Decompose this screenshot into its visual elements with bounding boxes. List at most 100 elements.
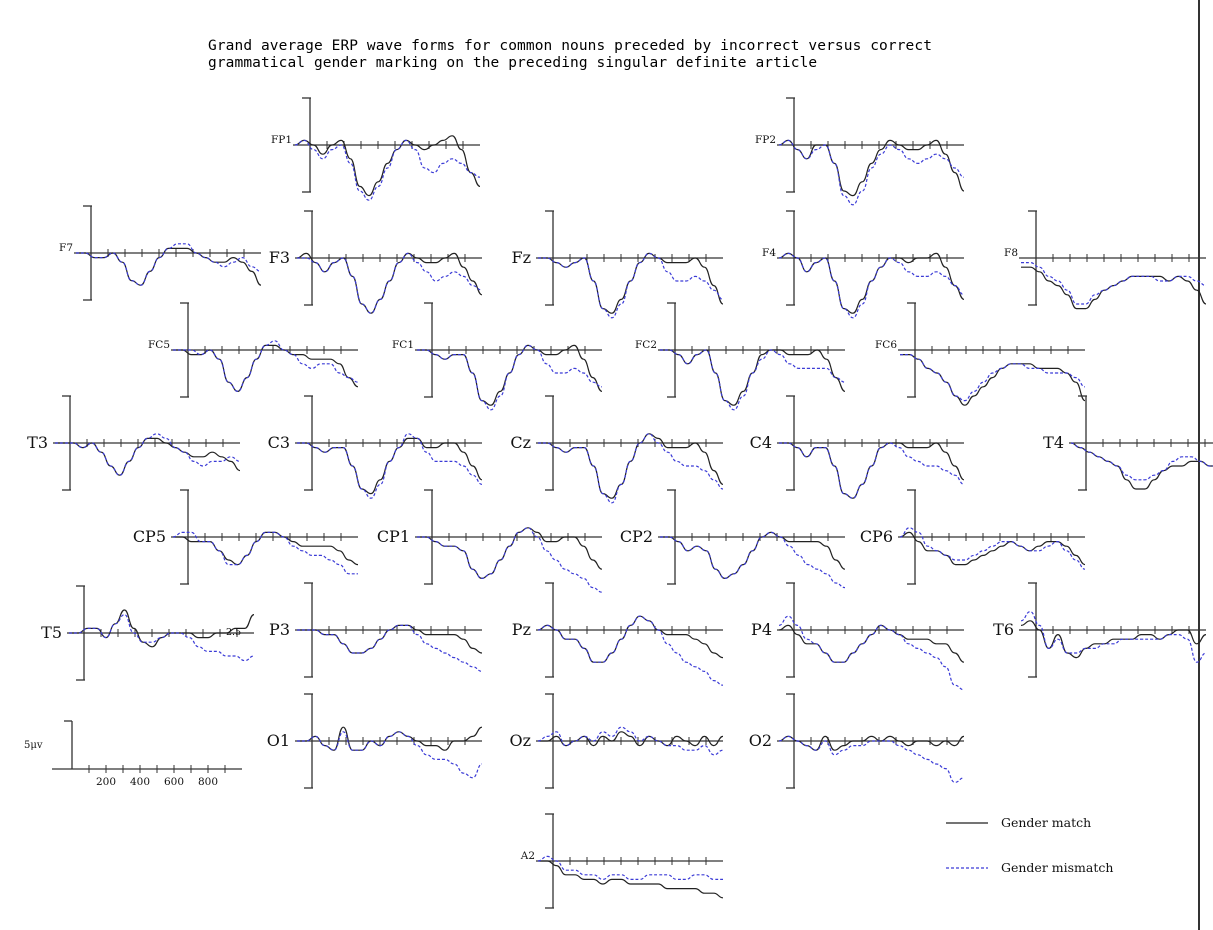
electrode-panel-o1: O1 <box>267 693 483 789</box>
wave-gender-mismatch-t4 <box>1070 442 1213 481</box>
electrode-label-fc1: FC1 <box>392 339 414 351</box>
electrode-label-fp2: FP2 <box>755 134 776 146</box>
scale-bar-tick-label: 200 <box>96 776 116 788</box>
wave-gender-mismatch-f3 <box>296 252 483 314</box>
figure-right-border <box>1198 0 1200 930</box>
wave-gender-mismatch-fz <box>537 252 724 319</box>
electrode-label-fc5: FC5 <box>148 339 170 351</box>
electrode-label-pz: Pz <box>512 620 531 639</box>
electrode-label-t5: T5 <box>41 623 62 642</box>
wave-gender-mismatch-oz <box>537 726 724 756</box>
legend-label-gender-mismatch: Gender mismatch <box>1001 860 1113 875</box>
scale-bar-amplitude-label: 5μv <box>24 740 43 751</box>
wave-gender-mismatch-fc6 <box>900 354 1086 402</box>
wave-gender-match-f7 <box>76 247 262 286</box>
electrode-panel-pz: Pz <box>512 582 724 686</box>
electrode-label-p4: P4 <box>751 620 772 639</box>
electrode-panel-c4: C4 <box>750 395 965 499</box>
wave-gender-mismatch-t6 <box>1020 610 1207 663</box>
wave-gender-match-t4 <box>1070 442 1213 490</box>
electrode-label-fc2: FC2 <box>635 339 657 351</box>
wave-gender-match-t3 <box>55 437 241 476</box>
electrode-panel-f8: F8 <box>1004 210 1207 310</box>
wave-gender-mismatch-t5 <box>69 613 255 662</box>
electrode-panel-f3: F3 <box>269 210 483 314</box>
legend: Gender match Gender mismatch <box>946 815 1113 875</box>
wave-gender-mismatch-o1 <box>297 731 483 779</box>
electrode-label-cp5: CP5 <box>133 527 166 546</box>
wave-gender-match-o1 <box>297 726 483 751</box>
wave-gender-mismatch-pz <box>537 615 724 686</box>
electrode-label-f7: F7 <box>59 242 73 254</box>
wave-gender-mismatch-f4 <box>778 252 965 319</box>
electrode-label-cp2: CP2 <box>620 527 653 546</box>
electrode-panel-oz: Oz <box>509 693 724 789</box>
electrode-panel-t5: T5 <box>41 585 255 681</box>
electrode-panel-cp6: CP6 <box>860 489 1086 585</box>
electrode-panel-p4: P4 <box>751 582 965 691</box>
electrode-panel-fz: Fz <box>511 210 724 319</box>
wave-gender-match-o2 <box>778 735 965 751</box>
wave-gender-match-c3 <box>297 437 483 495</box>
wave-gender-match-cp2 <box>660 531 846 580</box>
wave-gender-match-fc2 <box>660 349 846 406</box>
electrode-panel-fc6: FC6 <box>875 302 1086 406</box>
chart-title-line-2: grammatical gender marking on the preced… <box>208 55 818 71</box>
electrode-panel-p3: P3 <box>269 582 483 678</box>
electrode-label-f8: F8 <box>1004 247 1018 259</box>
wave-gender-mismatch-fc1 <box>417 344 603 411</box>
electrode-panel-cp5: CP5 <box>133 489 359 585</box>
wave-gender-mismatch-cp6 <box>899 527 1086 570</box>
annotation-label: 2.5 <box>226 627 241 638</box>
electrode-panel-c3: C3 <box>268 395 483 499</box>
wave-gender-match-fc1 <box>417 344 603 406</box>
electrode-label-cp1: CP1 <box>377 527 410 546</box>
electrode-panel-f4: F4 <box>762 210 965 319</box>
wave-gender-match-f4 <box>778 252 965 314</box>
wave-gender-mismatch-c4 <box>779 442 965 499</box>
electrode-label-c3: C3 <box>268 433 290 452</box>
electrode-panel-f7: F7 <box>59 205 262 301</box>
wave-gender-mismatch-cp5 <box>172 531 358 575</box>
electrode-panel-fc1: FC1 <box>392 302 603 411</box>
wave-gender-mismatch-cz <box>538 433 724 504</box>
scale-bar-tick-label: 600 <box>164 776 184 788</box>
wave-gender-match-p4 <box>778 624 965 663</box>
electrode-label-t6: T6 <box>993 620 1014 639</box>
electrode-panel-fp1: FP1 <box>271 97 481 201</box>
wave-gender-match-t6 <box>1020 620 1207 659</box>
electrode-label-f3: F3 <box>269 248 290 267</box>
wave-gender-match-f8 <box>1021 266 1207 310</box>
electrode-panel-t3: T3 <box>27 395 241 491</box>
electrode-label-fc6: FC6 <box>875 339 897 351</box>
electrode-panel-fc5: FC5 <box>148 302 359 398</box>
electrode-label-a2: A2 <box>520 850 535 862</box>
legend-label-gender-match: Gender match <box>1001 815 1091 830</box>
electrode-panel-t4: T4 <box>1043 395 1213 491</box>
scale-bar-tick-label: 400 <box>130 776 150 788</box>
electrode-label-o1: O1 <box>267 731 290 750</box>
wave-gender-match-f3 <box>296 252 483 314</box>
electrode-label-c4: C4 <box>750 433 772 452</box>
wave-gender-mismatch-fp2 <box>778 139 965 206</box>
wave-gender-mismatch-fp1 <box>294 139 481 201</box>
wave-gender-mismatch-p4 <box>778 615 965 691</box>
electrode-panel-o2: O2 <box>749 693 965 789</box>
wave-gender-mismatch-fc5 <box>173 340 359 393</box>
wave-gender-match-oz <box>538 731 724 747</box>
wave-gender-match-pz <box>537 615 724 663</box>
electrode-panel-fp2: FP2 <box>755 97 965 206</box>
electrode-label-fz: Fz <box>511 248 531 267</box>
electrode-label-o2: O2 <box>749 731 772 750</box>
electrode-panel-cz: Cz <box>510 395 724 504</box>
electrode-panel-a2: A2 <box>520 813 724 909</box>
wave-gender-mismatch-cp1 <box>417 527 603 593</box>
electrode-label-fp1: FP1 <box>271 134 292 146</box>
wave-gender-match-a2 <box>538 860 724 899</box>
wave-gender-match-cp1 <box>417 527 603 580</box>
electrode-label-t4: T4 <box>1043 433 1064 452</box>
scale-bar-tick-label: 800 <box>198 776 218 788</box>
chart-title-line-1: Grand average ERP wave forms for common … <box>208 38 933 54</box>
